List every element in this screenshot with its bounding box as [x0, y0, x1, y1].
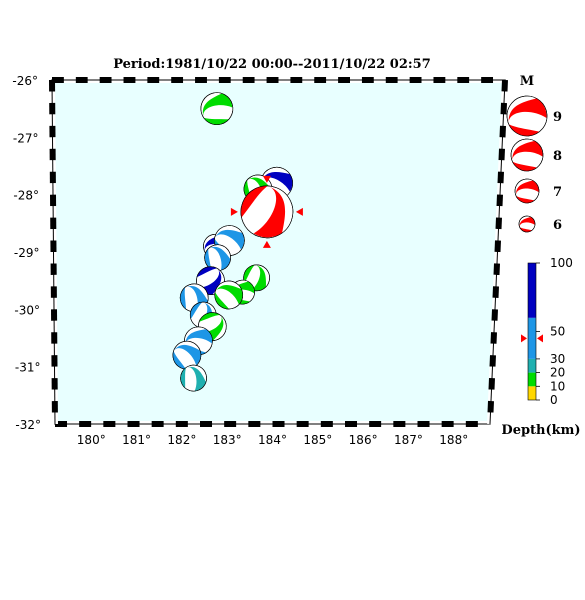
latitude-tick-label: -30° [14, 303, 40, 317]
latitude-tick-label: -31° [15, 361, 41, 375]
beachball-compressional-quadrant [172, 350, 187, 370]
beachball-compressional-quadrant [214, 291, 230, 309]
longitude-tick-label: 187° [394, 433, 423, 447]
magnitude-legend-ball [514, 178, 540, 204]
magnitude-legend: M 9 8 7 6 [506, 74, 562, 233]
latitude-tick-label: -28° [13, 189, 39, 203]
frame-edge [49, 79, 58, 425]
beachball-compressional-quadrant [185, 329, 213, 346]
beachball-outline [506, 95, 548, 137]
latitude-labels: -26° -27° -28° -29° -30° -31° -32° [12, 74, 41, 432]
frame-edge-line [489, 79, 506, 425]
depth-colorbar-label: 10 [550, 379, 565, 393]
event-focal-mechanism[interactable] [171, 339, 203, 371]
magnitude-legend-label: 7 [553, 185, 562, 200]
beachball-compressional-quadrant [186, 366, 206, 391]
event-focal-mechanism[interactable] [201, 241, 234, 274]
magnitude-legend-ball [506, 95, 548, 137]
latitude-tick-label: -26° [12, 74, 38, 88]
longitude-tick-label: 183° [213, 433, 242, 447]
latitude-tick-label: -29° [14, 246, 40, 260]
depth-colorbar-segment [528, 358, 536, 373]
map-frame [49, 77, 508, 427]
event-layer[interactable] [171, 87, 303, 396]
longitude-tick-label: 182° [167, 433, 196, 447]
beachball-outline [518, 215, 536, 233]
depth-marker-left [521, 334, 527, 343]
beachball-outline [214, 280, 244, 310]
event-highlight-marker [230, 207, 238, 216]
event-highlight-marker [262, 175, 271, 183]
event-highlight-marker [262, 240, 271, 248]
magnitude-legend-ball [510, 138, 544, 172]
depth-colorbar-label: 50 [550, 325, 565, 339]
frame-edge-line [51, 79, 56, 425]
event-focal-mechanism[interactable] [195, 87, 239, 131]
depth-colorbar-segment [528, 263, 536, 318]
frame-edge [487, 79, 508, 425]
beachball-compressional-quadrant [240, 185, 268, 218]
beachball-outline [180, 364, 207, 392]
beachball-compressional-quadrant [508, 124, 540, 136]
map-title: Period:1981/10/22 00:00--2011/10/22 02:5… [113, 57, 431, 72]
beachball-compressional-quadrant [173, 344, 201, 366]
beachball-outline [514, 178, 540, 204]
longitude-tick-label: 184° [258, 433, 287, 447]
beachball-compressional-quadrant [512, 140, 543, 162]
depth-colorbar-label: 100 [550, 256, 573, 270]
beachball-compressional-quadrant [516, 180, 539, 196]
beachball-compressional-quadrant [516, 195, 535, 203]
magnitude-legend-label: 9 [553, 110, 562, 125]
beachball-compressional-quadrant [202, 93, 233, 118]
beachball-compressional-quadrant [253, 185, 286, 238]
map-area [51, 79, 506, 425]
longitude-tick-label: 181° [122, 433, 151, 447]
beachball-compressional-quadrant [196, 266, 218, 278]
magnitude-legend-label: 8 [553, 149, 562, 164]
latitude-tick-label: -32° [15, 418, 41, 432]
depth-marker-right [537, 334, 543, 343]
depth-colorbar-segment [528, 386, 536, 400]
event-highlight-marker [295, 207, 303, 216]
beachball-compressional-quadrant [208, 246, 231, 270]
beachball-compressional-quadrant [214, 230, 245, 250]
longitude-tick-label: 188° [439, 433, 468, 447]
latitude-tick-label: -27° [13, 131, 39, 145]
longitude-tick-label: 180° [77, 433, 106, 447]
magnitude-legend-heading: M [520, 74, 534, 89]
beachball-compressional-quadrant [508, 98, 547, 125]
depth-colorbar-label: 30 [550, 352, 565, 366]
beachball-compressional-quadrant [251, 264, 266, 291]
beachball-compressional-quadrant [190, 302, 203, 319]
longitude-tick-label: 185° [303, 433, 332, 447]
depth-colorbar-label: 20 [550, 366, 565, 380]
beachball-outline [200, 92, 234, 125]
event-focal-mechanism[interactable] [233, 178, 302, 247]
beachball-outline [510, 138, 544, 172]
beachball-compressional-quadrant [243, 264, 255, 283]
longitude-labels: 180° 181° 182° 183° 184° 185° 186° 187° 188° [77, 433, 468, 447]
beachball-outline [240, 185, 294, 239]
event-focal-mechanism[interactable] [176, 360, 211, 395]
event-focal-mechanism[interactable] [212, 278, 246, 312]
depth-colorbar-segment [528, 372, 536, 387]
depth-legend-heading: Depth(km) [501, 423, 580, 438]
longitude-tick-label: 186° [349, 433, 378, 447]
magnitude-legend-label: 6 [553, 218, 562, 233]
beachball-compressional-quadrant [519, 216, 535, 228]
beachball-compressional-quadrant [199, 312, 221, 322]
beachball-compressional-quadrant [215, 284, 243, 305]
magnitude-legend-ball [518, 215, 536, 233]
beachball-compressional-quadrant [512, 161, 537, 171]
depth-colorbar-segment [528, 317, 536, 359]
depth-colorbar-label: 0 [550, 393, 558, 407]
